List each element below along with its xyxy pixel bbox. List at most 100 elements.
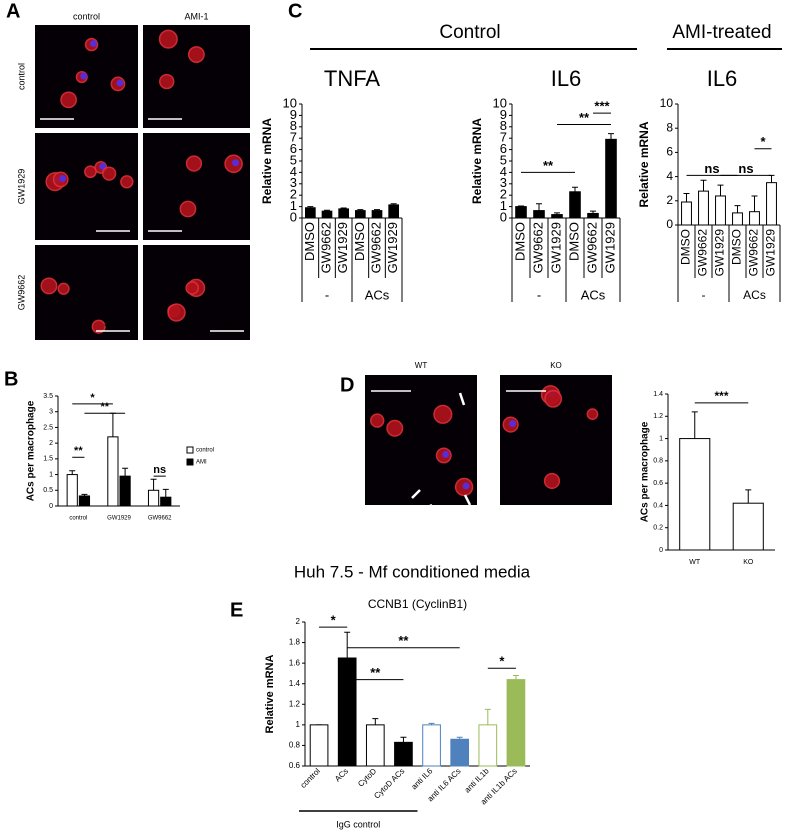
y-tick-label: 0 bbox=[49, 503, 53, 510]
y-tick-label: 1.5 bbox=[43, 456, 53, 463]
nucleus bbox=[80, 72, 88, 80]
chart-title: Huh 7.5 - Mf conditioned media bbox=[294, 562, 531, 581]
error-bar bbox=[751, 195, 758, 212]
legend-swatch bbox=[186, 446, 194, 454]
x-tick-label: CytoD bbox=[356, 766, 378, 788]
error-bar bbox=[162, 488, 169, 498]
pointer bbox=[447, 506, 461, 514]
cell bbox=[386, 419, 404, 437]
bar bbox=[305, 207, 316, 219]
x-tick-label: GW9662 bbox=[530, 222, 545, 273]
x-tick-label: DMSO bbox=[512, 222, 527, 261]
cell bbox=[158, 29, 178, 49]
bar bbox=[119, 475, 131, 507]
cell bbox=[167, 303, 186, 322]
bar bbox=[732, 502, 764, 551]
image-label: WT bbox=[415, 361, 428, 370]
bar bbox=[365, 724, 385, 767]
y-axis-label: ACs per macrophage bbox=[26, 400, 37, 501]
scale-bar-label: 30µm bbox=[48, 109, 66, 116]
pointer bbox=[458, 392, 466, 406]
x-tick-label: DMSO bbox=[730, 229, 744, 265]
x-tick-label: control bbox=[69, 516, 87, 522]
significance-label: * bbox=[331, 613, 337, 628]
y-tick-label: 5 bbox=[500, 152, 507, 167]
bar bbox=[309, 724, 329, 767]
significance-label: ns bbox=[153, 464, 166, 476]
x-tick-label: GW9662 bbox=[148, 516, 172, 522]
cell bbox=[185, 281, 200, 295]
x-tick-label: ACs bbox=[333, 767, 350, 784]
group-label: IgG control bbox=[336, 819, 380, 829]
x-tick-label: GW1929 bbox=[548, 222, 563, 273]
chart-subtitle: CCNB1 (CyclinB1) bbox=[368, 597, 467, 611]
significance-label: ** bbox=[74, 445, 83, 457]
significance-label: ** bbox=[370, 665, 381, 680]
bar bbox=[766, 182, 777, 226]
x-tick-label: GW1929 bbox=[713, 229, 727, 277]
y-tick-label: 1.4 bbox=[289, 679, 301, 688]
y-tick-label: 1.2 bbox=[653, 413, 663, 420]
bar bbox=[679, 438, 711, 551]
bar bbox=[160, 496, 172, 507]
error-bar bbox=[683, 193, 690, 203]
bar bbox=[587, 212, 599, 219]
x-tick-label: control bbox=[299, 766, 323, 790]
scale-bar-label: 30µm bbox=[156, 109, 174, 116]
bar bbox=[66, 474, 78, 507]
panel-letter: E bbox=[230, 599, 243, 621]
bar bbox=[551, 214, 563, 219]
x-tick-label: GW9662 bbox=[696, 229, 710, 277]
nucleus bbox=[59, 174, 67, 182]
y-tick-label: 4 bbox=[500, 164, 507, 179]
bar bbox=[515, 206, 527, 219]
bar bbox=[394, 741, 413, 767]
group-label: ACs bbox=[365, 287, 390, 302]
column-label: control bbox=[73, 11, 100, 21]
error-bar bbox=[734, 205, 741, 213]
scale-bar-label: 30µm bbox=[156, 221, 174, 228]
y-tick-label: 0 bbox=[500, 209, 507, 224]
legend-label: AMI bbox=[196, 460, 207, 466]
bar bbox=[355, 210, 366, 219]
error-bar bbox=[372, 718, 379, 725]
scale-bar-label: 30µm bbox=[218, 321, 236, 328]
cell bbox=[544, 389, 563, 408]
y-tick-label: 3 bbox=[290, 175, 297, 190]
panel-letter: C bbox=[288, 0, 302, 22]
significance-label: ** bbox=[543, 158, 554, 173]
chart-title: IL6 bbox=[707, 66, 738, 91]
significance-label: ns bbox=[738, 161, 753, 176]
y-tick-label: 1.4 bbox=[653, 391, 663, 398]
y-tick-label: 3 bbox=[49, 409, 53, 416]
x-tick-label: GW9662 bbox=[368, 222, 383, 273]
chart-title: TNFA bbox=[324, 66, 381, 91]
y-tick-label: 6 bbox=[500, 141, 507, 156]
x-tick-label: DMSO bbox=[352, 222, 367, 261]
y-tick-label: 0.6 bbox=[289, 761, 301, 770]
significance-label: *** bbox=[594, 99, 610, 114]
y-tick-label: 0 bbox=[666, 217, 673, 231]
micrograph bbox=[143, 133, 250, 240]
pointer bbox=[463, 494, 472, 506]
cell bbox=[179, 200, 197, 218]
scale-bar-label: 30µm bbox=[104, 321, 122, 328]
pointer bbox=[411, 489, 421, 499]
x-tick-label: DMSO bbox=[566, 222, 581, 261]
error-bar bbox=[608, 133, 614, 140]
cell bbox=[159, 73, 175, 90]
bar bbox=[715, 195, 726, 226]
x-tick-label: KO bbox=[743, 559, 754, 566]
cell bbox=[57, 282, 70, 295]
significance-label: * bbox=[90, 392, 95, 404]
bar bbox=[605, 138, 617, 219]
x-tick-label: GW9662 bbox=[318, 222, 333, 273]
y-tick-label: 1 bbox=[659, 435, 663, 442]
section-header: Control bbox=[439, 22, 500, 43]
cell bbox=[185, 155, 203, 172]
y-tick-label: 0.2 bbox=[653, 525, 663, 532]
cell bbox=[91, 319, 106, 334]
bar bbox=[478, 724, 498, 767]
y-tick-label: 1 bbox=[49, 471, 53, 478]
y-tick-label: 9 bbox=[290, 107, 297, 122]
